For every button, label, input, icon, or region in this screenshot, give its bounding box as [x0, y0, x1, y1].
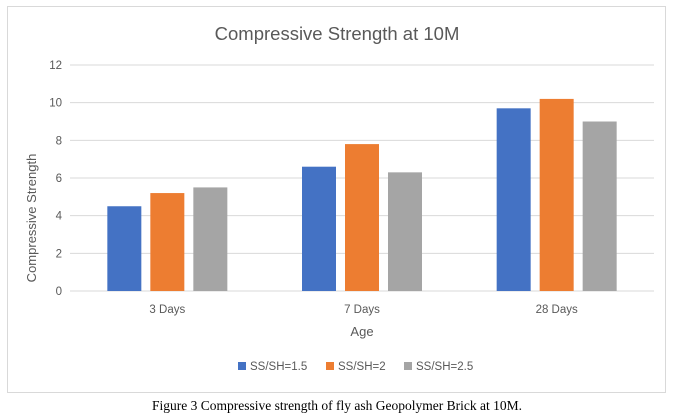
bar-SS/SH=1.5-28 Days	[496, 108, 531, 291]
y-tick-label: 4	[56, 211, 63, 223]
y-tick-label: 0	[56, 286, 62, 298]
legend-swatch	[238, 362, 246, 370]
x-tick-label: 7 Days	[344, 304, 380, 316]
y-tick-label: 2	[56, 248, 62, 260]
bar-SS/SH=2-7 Days	[345, 144, 379, 291]
legend-label: SS/SH=2	[338, 361, 386, 373]
bar-SS/SH=1.5-7 Days	[302, 166, 336, 291]
x-tick-label: 28 Days	[536, 304, 578, 316]
bar-SS/SH=2.5-7 Days	[388, 172, 422, 291]
y-axis-ticks: 0 2 4 6 8 10 12	[49, 60, 62, 298]
chart-title: Compressive Strength at 10M	[215, 23, 460, 44]
figure-caption: Figure 3 Compressive strength of fly ash…	[151, 398, 523, 413]
y-tick-label: 8	[56, 135, 62, 147]
y-tick-label: 10	[49, 98, 62, 110]
bar-SS/SH=2-28 Days	[539, 98, 574, 292]
x-axis-ticks: 3 Days 7 Days 28 Days	[149, 304, 578, 316]
bar-SS/SH=1.5-3 Days	[107, 206, 142, 291]
legend: SS/SH=1.5 SS/SH=2 SS/SH=2.5	[238, 361, 473, 373]
bar-SS/SH=2.5-3 Days	[193, 187, 228, 291]
legend-label: SS/SH=1.5	[250, 361, 307, 373]
y-tick-label: 12	[49, 60, 62, 72]
bar-SS/SH=2-3 Days	[150, 193, 185, 291]
legend-swatch	[326, 362, 334, 370]
y-axis-title: Compressive Strength	[24, 154, 39, 283]
legend-label: SS/SH=2.5	[416, 361, 473, 373]
x-tick-label: 3 Days	[149, 304, 185, 316]
bar-SS/SH=2.5-28 Days	[582, 121, 617, 291]
x-axis-title: Age	[350, 324, 373, 339]
y-tick-label: 6	[56, 173, 62, 185]
legend-swatch	[404, 362, 412, 370]
bars	[107, 98, 617, 292]
bar-chart: Compressive Strength at 10M 0 2 4 6 8 10 12 3 …	[24, 23, 654, 373]
